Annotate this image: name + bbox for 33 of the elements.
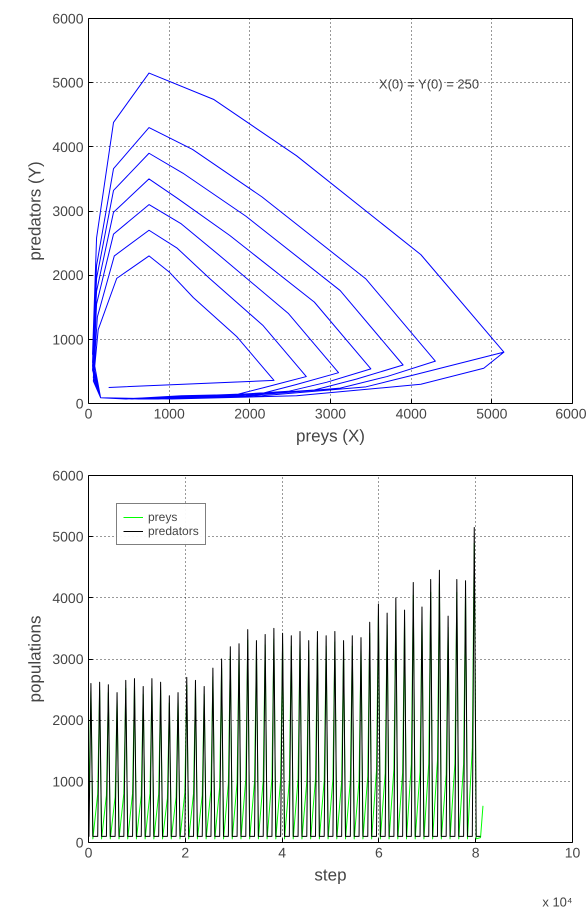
annotation: X(0) = Y(0) = 250 bbox=[378, 76, 480, 92]
y-tick-label: 6000 bbox=[52, 10, 84, 26]
x-tick-label: 1000 bbox=[154, 406, 185, 422]
x-tick-label: 2 bbox=[181, 844, 190, 860]
y-tick-label: 4000 bbox=[52, 590, 84, 606]
y-axis-title: populations bbox=[25, 616, 44, 702]
y-tick-label: 3000 bbox=[52, 651, 84, 667]
legend-label: predators bbox=[148, 524, 199, 538]
legend-label: preys bbox=[148, 510, 178, 524]
y-tick-label: 4000 bbox=[52, 138, 84, 155]
x-tick-label: 3000 bbox=[314, 406, 346, 422]
y-axis-title: predators (Y) bbox=[25, 161, 44, 261]
y-tick-label: 2000 bbox=[52, 712, 84, 728]
x-tick-label: 4000 bbox=[396, 406, 427, 422]
text: x 10⁴ bbox=[542, 894, 573, 910]
x-tick-label: 4 bbox=[278, 844, 286, 860]
x-tick-label: 6000 bbox=[555, 406, 586, 422]
x-tick-label: 5000 bbox=[476, 406, 508, 422]
y-tick-label: 6000 bbox=[52, 468, 84, 484]
y-tick-label: 5000 bbox=[52, 74, 84, 91]
y-tick-label: 1000 bbox=[52, 331, 84, 348]
y-tick-label: 0 bbox=[76, 834, 84, 850]
y-tick-label: 1000 bbox=[52, 773, 84, 790]
x-axis-title: preys (X) bbox=[296, 426, 365, 446]
x-tick-label: 6 bbox=[375, 844, 384, 860]
x-tick-label: 2000 bbox=[234, 406, 266, 422]
x-tick-label: 8 bbox=[472, 844, 480, 860]
y-tick-label: 3000 bbox=[52, 203, 84, 219]
y-tick-label: 5000 bbox=[52, 528, 84, 545]
y-tick-label: 0 bbox=[76, 396, 84, 412]
x-axis-title: step bbox=[314, 866, 347, 884]
y-tick-label: 2000 bbox=[52, 267, 84, 284]
x-tick-label: 10 bbox=[564, 844, 580, 860]
